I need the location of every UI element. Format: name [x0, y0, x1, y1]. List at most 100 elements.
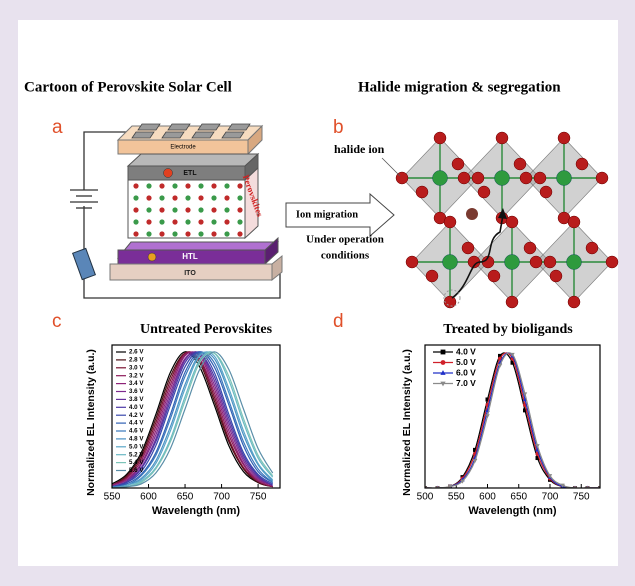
halide-atom — [506, 216, 518, 228]
arrow-label: Under operation — [306, 234, 384, 246]
halide-atom — [540, 186, 552, 198]
layer-label: ETL — [183, 170, 197, 177]
halide-atom — [514, 158, 526, 170]
lattice-atom — [224, 207, 229, 212]
lattice-atom — [185, 183, 190, 188]
lattice-atom — [185, 219, 190, 224]
lattice-atom — [198, 231, 203, 236]
halide-atom — [524, 242, 536, 254]
x-tick-label: 750 — [573, 492, 590, 503]
lattice-atom — [224, 219, 229, 224]
x-tick-label: 700 — [213, 492, 230, 503]
lattice-atom — [211, 219, 216, 224]
arrow-label: Ion migration — [296, 209, 358, 220]
legend-label: 3.8 V — [129, 396, 144, 403]
lattice-atom — [237, 219, 242, 224]
lattice-atom — [185, 231, 190, 236]
halide-atom — [444, 216, 456, 228]
lattice-atom — [185, 195, 190, 200]
metal-atom — [495, 171, 510, 186]
legend-label: 4.6 V — [129, 428, 144, 435]
panel-a-title: Cartoon of Perovskite Solar Cell — [24, 79, 232, 95]
legend-label: 2.8 V — [129, 357, 144, 364]
halide-atom — [452, 158, 464, 170]
legend-label: 5.6 V — [129, 467, 144, 474]
lattice-atom — [172, 195, 177, 200]
halide-atom — [496, 132, 508, 144]
y-axis-title: Normalized EL Intensity (a.u.) — [401, 349, 413, 496]
legend-label: 3.4 V — [129, 380, 144, 387]
lattice-atom — [159, 207, 164, 212]
halide-atom — [558, 132, 570, 144]
halide-atom — [434, 132, 446, 144]
lattice-atom — [146, 195, 151, 200]
legend-label: 4.0 V — [129, 404, 144, 411]
panel-b-title: Halide migration & segregation — [358, 79, 561, 95]
lattice-atom — [133, 219, 138, 224]
halide-atom — [426, 270, 438, 282]
lattice-atom — [146, 207, 151, 212]
legend-label: 2.6 V — [129, 349, 144, 356]
halide-label: halide ion — [334, 142, 385, 156]
legend-label: 5.4 V — [129, 459, 144, 466]
lattice-atom — [133, 195, 138, 200]
legend-label: 4.2 V — [129, 412, 144, 419]
legend-label: 4.8 V — [129, 436, 144, 443]
halide-atom — [406, 256, 418, 268]
halide-atom — [530, 256, 542, 268]
halide-atom — [596, 172, 608, 184]
x-tick-label: 600 — [479, 492, 496, 503]
x-tick-label: 550 — [104, 492, 121, 503]
x-tick-label: 700 — [542, 492, 559, 503]
lattice-atom — [185, 207, 190, 212]
marker — [441, 360, 446, 365]
lattice-atom — [146, 183, 151, 188]
legend-label: 4.4 V — [129, 420, 144, 427]
legend-label: 7.0 V — [456, 378, 476, 388]
lattice-atom — [198, 207, 203, 212]
legend-label: 3.0 V — [129, 364, 144, 371]
layer-label: ITO — [184, 270, 196, 277]
legend-label: 3.6 V — [129, 388, 144, 395]
metal-atom — [433, 171, 448, 186]
halide-atom — [520, 172, 532, 184]
legend-label: 4.0 V — [456, 346, 476, 356]
legend-label: 3.2 V — [129, 372, 144, 379]
lattice-atom — [159, 231, 164, 236]
panel-letter: a — [52, 117, 63, 138]
lattice-atom — [172, 219, 177, 224]
legend-label: 5.2 V — [129, 451, 144, 458]
lattice-atom — [133, 183, 138, 188]
halide-atom — [462, 242, 474, 254]
x-tick-label: 650 — [510, 492, 527, 503]
lattice-atom — [224, 231, 229, 236]
halide-atom — [576, 158, 588, 170]
lattice-atom — [159, 219, 164, 224]
panel-letter: b — [333, 117, 344, 138]
lattice-atom — [159, 195, 164, 200]
halide-atom — [416, 186, 428, 198]
lattice-atom — [224, 195, 229, 200]
lattice-atom — [237, 207, 242, 212]
migrating-ion — [466, 208, 478, 220]
lattice-atom — [198, 219, 203, 224]
halide-atom — [568, 216, 580, 228]
x-axis-title: Wavelength (nm) — [468, 505, 557, 517]
x-tick-label: 750 — [250, 492, 267, 503]
halide-atom — [444, 296, 456, 308]
x-tick-label: 650 — [177, 492, 194, 503]
lattice-atom — [237, 231, 242, 236]
lattice-atom — [211, 231, 216, 236]
halide-atom — [606, 256, 618, 268]
legend-label: 5.0 V — [456, 357, 476, 367]
halide-atom — [506, 296, 518, 308]
lattice-atom — [159, 183, 164, 188]
marker — [441, 350, 446, 355]
metal-atom — [557, 171, 572, 186]
x-tick-label: 500 — [417, 492, 434, 503]
legend-label: 6.0 V — [456, 367, 476, 377]
lattice-atom — [224, 183, 229, 188]
x-axis-title: Wavelength (nm) — [152, 505, 241, 517]
halide-atom — [544, 256, 556, 268]
x-tick-label: 600 — [140, 492, 157, 503]
